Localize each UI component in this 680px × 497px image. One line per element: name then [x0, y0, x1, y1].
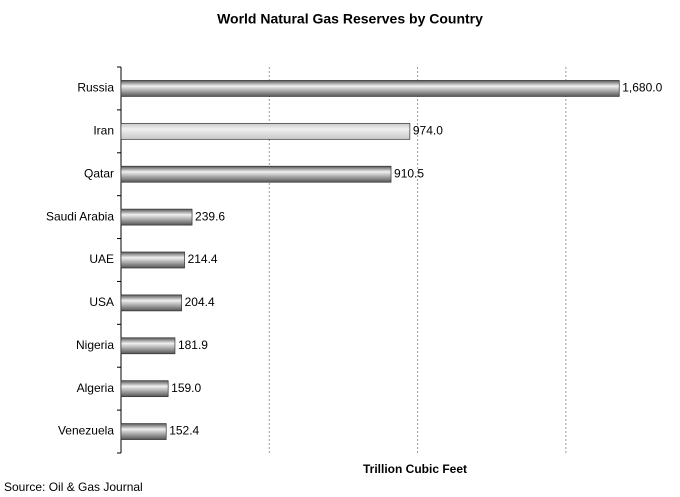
chart-title: World Natural Gas Reserves by Country [217, 11, 483, 27]
data-label: 204.4 [185, 295, 215, 309]
bar [120, 294, 182, 312]
source-note: Source: Oil & Gas Journal [4, 480, 143, 494]
bar [120, 337, 176, 355]
y-tick-label: Saudi Arabia [46, 209, 114, 223]
data-label: 181.9 [178, 338, 208, 352]
bar [120, 208, 193, 226]
y-tick-label: Russia [77, 81, 114, 95]
data-label: 239.6 [195, 209, 225, 223]
y-tick-label: Nigeria [76, 338, 114, 352]
bar [120, 380, 169, 398]
x-axis-title: Trillion Cubic Feet [363, 462, 467, 476]
data-label: 1,680.0 [622, 81, 662, 95]
data-label: 974.0 [413, 124, 443, 138]
bar [120, 165, 392, 183]
y-tick-label: Algeria [77, 381, 115, 395]
bar [120, 122, 411, 140]
y-tick-label: Iran [93, 124, 114, 138]
y-tick-label: UAE [89, 252, 114, 266]
bar [120, 423, 167, 440]
y-tick-label: USA [89, 295, 114, 309]
data-label: 152.4 [169, 424, 199, 438]
data-label: 214.4 [188, 252, 218, 266]
y-tick-label: Venezuela [58, 424, 114, 438]
y-tick-label: Qatar [84, 166, 114, 180]
bar [120, 251, 185, 269]
data-label: 159.0 [171, 381, 201, 395]
data-label: 910.5 [394, 166, 424, 180]
bar [120, 80, 620, 97]
